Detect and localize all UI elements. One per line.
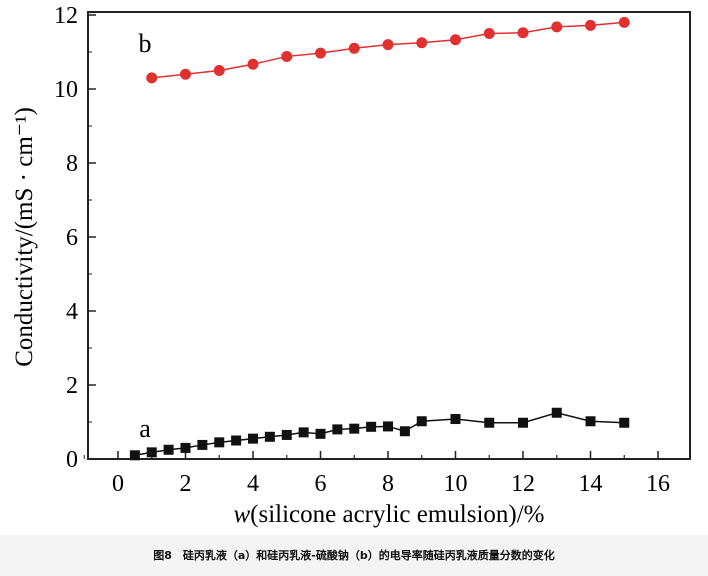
data-point-b — [450, 34, 461, 46]
y-tick-label: 4 — [66, 299, 78, 325]
series-line-a — [134, 411, 625, 457]
chart: 0 2 4 6 8 10 12 14 16 0 2 4 6 8 10 12 w(silicone acrylic… — [11, 3, 691, 528]
data-point-b — [382, 39, 394, 51]
data-point-a — [281, 429, 292, 440]
data-point-a — [298, 427, 309, 438]
data-point-a — [484, 417, 495, 428]
data-point-a — [214, 437, 225, 448]
data-point-a — [163, 444, 174, 455]
data-point-b — [146, 72, 158, 84]
data-point-b — [618, 16, 630, 28]
y-axis-label: Conductivity/(mS · cm⁻¹) — [11, 107, 38, 367]
data-point-a — [518, 417, 528, 428]
data-point-a — [264, 431, 275, 442]
data-point-a — [129, 450, 140, 461]
x-axis-label: w(silicone acrylic emulsion)/% — [233, 501, 544, 528]
data-point-b — [213, 65, 225, 76]
data-point-b — [180, 68, 191, 80]
plot-frame — [87, 11, 691, 460]
y-tick-label: 10 — [54, 77, 78, 103]
y-tick-label: 0 — [66, 447, 78, 473]
y-tick-label: 6 — [66, 225, 78, 251]
series-label-a: a — [139, 414, 151, 443]
y-tick-label: 2 — [66, 373, 78, 399]
data-point-b — [416, 37, 428, 49]
series-label-b: b — [139, 29, 152, 58]
data-point-a — [619, 417, 630, 428]
data-point-a — [366, 421, 377, 432]
figure-caption: 图8 硅丙乳液（a）和硅丙乳液-硫酸钠（b）的电导率随硅丙乳液质量分数的变化 — [0, 535, 708, 576]
data-point-a — [399, 426, 410, 437]
x-tick-label: 14 — [579, 471, 603, 497]
x-tick-label: 10 — [444, 471, 468, 497]
data-point-b — [585, 19, 596, 31]
data-point-a — [349, 423, 360, 434]
data-point-a — [332, 424, 343, 435]
data-point-b — [247, 58, 259, 70]
data-point-a — [315, 428, 326, 439]
data-point-a — [383, 421, 393, 432]
data-point-a — [416, 416, 427, 427]
x-tick-label: 0 — [112, 471, 124, 497]
x-tick-label: 6 — [315, 471, 327, 497]
data-point-a — [248, 433, 258, 444]
x-tick-label: 16 — [646, 471, 670, 497]
data-point-b — [551, 21, 563, 33]
data-point-b — [348, 42, 360, 54]
data-point-a — [585, 416, 596, 427]
x-tick-label: 2 — [180, 471, 192, 497]
x-tick-label: 12 — [511, 471, 535, 497]
data-point-a — [146, 447, 157, 458]
x-tick-label: 8 — [382, 471, 394, 497]
y-tick-label: 8 — [66, 151, 78, 177]
data-point-b — [517, 27, 529, 39]
data-point-b — [315, 47, 326, 59]
data-point-a — [197, 439, 208, 450]
data-point-a — [551, 407, 562, 418]
data-point-a — [231, 435, 242, 446]
data-point-a — [450, 414, 461, 425]
data-point-b — [483, 28, 495, 39]
x-tick-label: 4 — [247, 471, 259, 497]
data-point-b — [281, 50, 293, 62]
data-point-a — [180, 442, 191, 453]
y-tick-label: 12 — [54, 3, 78, 29]
